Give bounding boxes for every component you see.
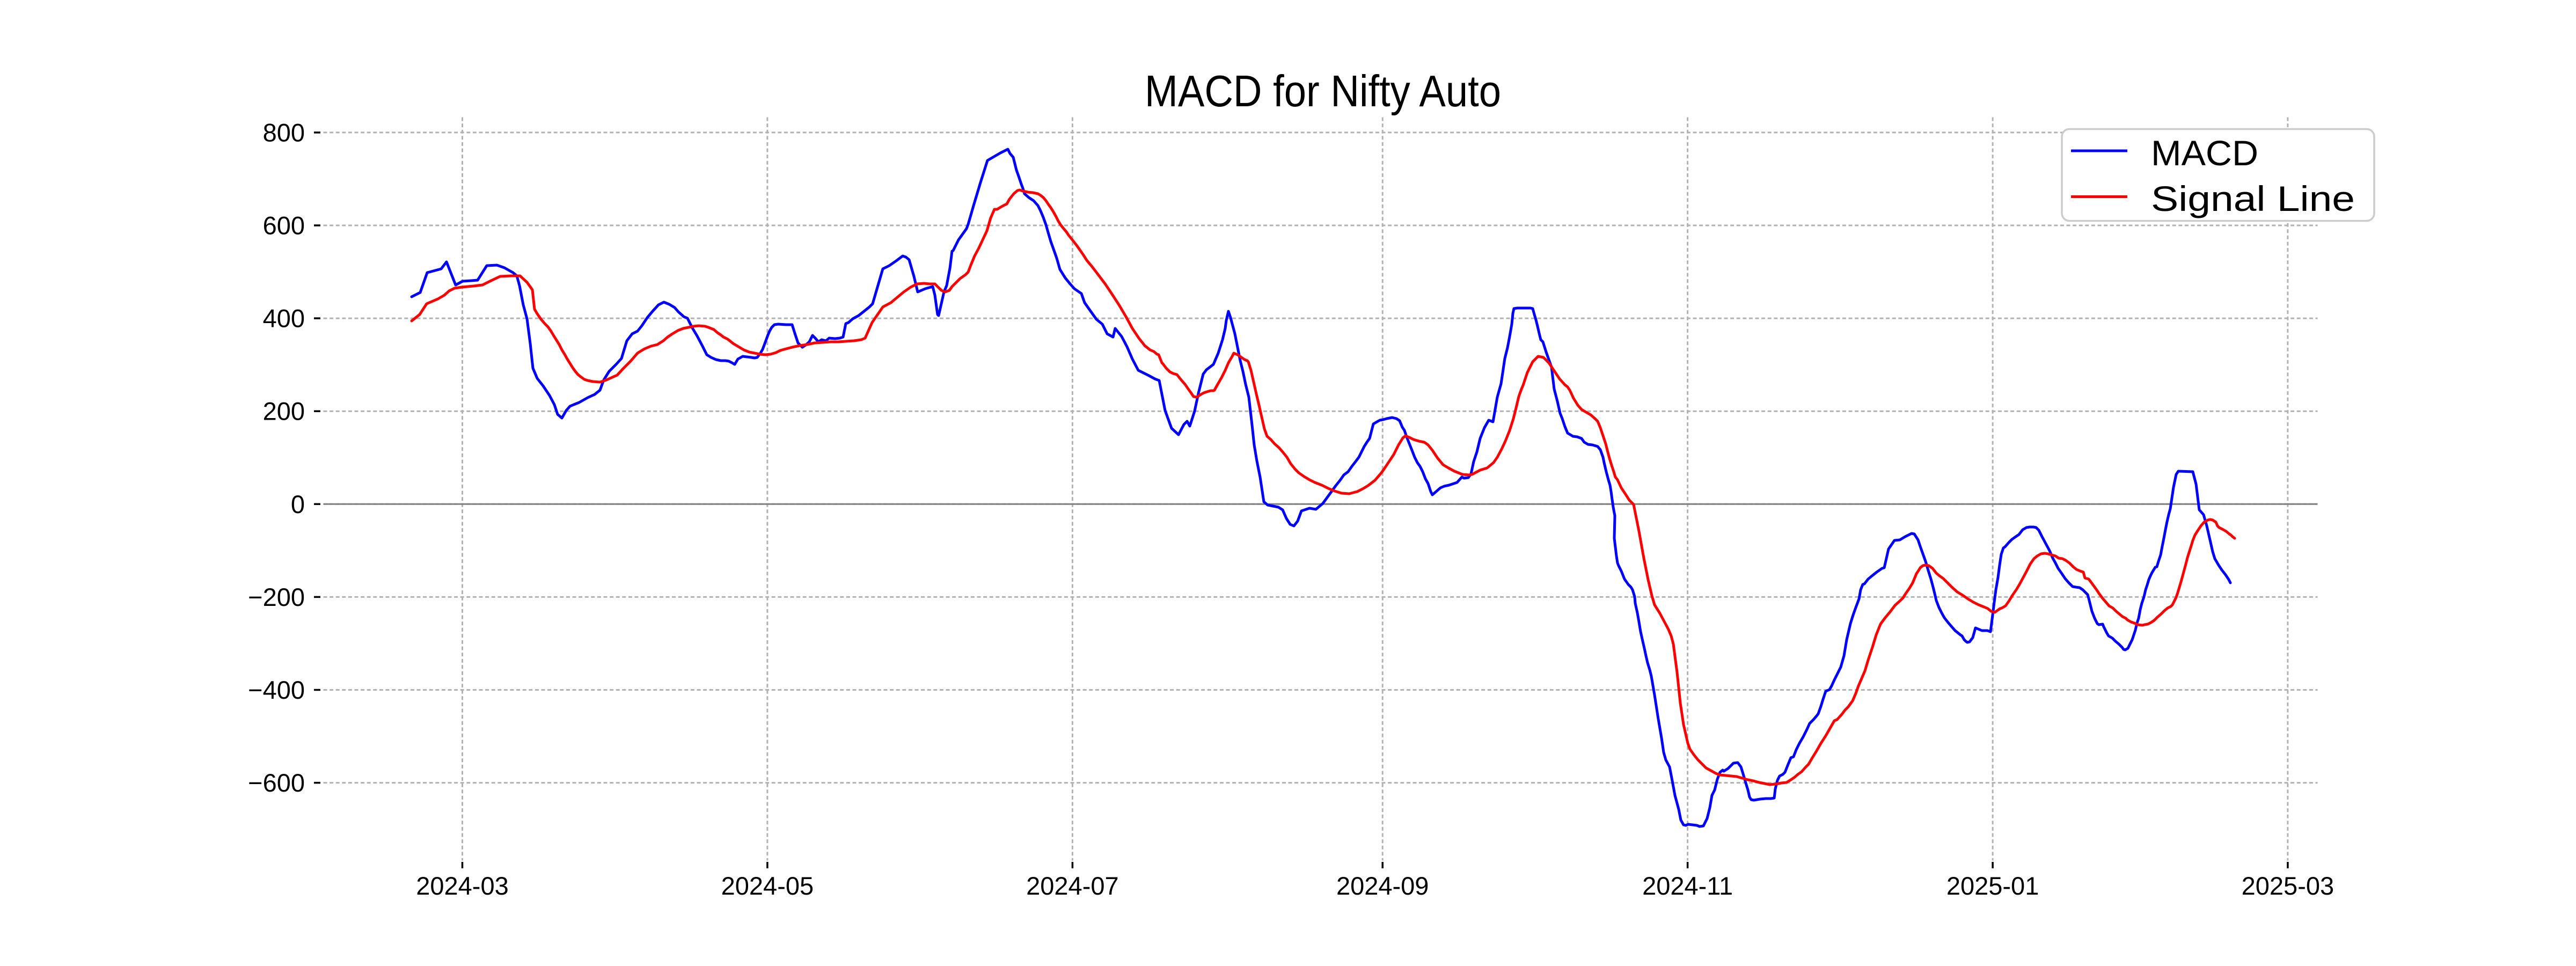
svg-text:MACD: MACD [2151,133,2258,173]
svg-text:0: 0 [291,490,305,518]
svg-text:2024-05: 2024-05 [721,872,814,900]
svg-text:2024-07: 2024-07 [1026,872,1119,900]
svg-text:600: 600 [263,211,305,240]
svg-text:−200: −200 [248,583,305,611]
svg-text:2024-03: 2024-03 [416,872,509,900]
svg-text:400: 400 [263,304,305,333]
svg-text:200: 200 [263,397,305,426]
svg-text:MACD for Nifty Auto: MACD for Nifty Auto [1145,66,1501,116]
svg-text:2025-01: 2025-01 [1946,872,2039,900]
svg-text:−400: −400 [248,676,305,704]
svg-text:−600: −600 [248,769,305,797]
svg-text:2024-09: 2024-09 [1336,872,1429,900]
svg-text:2025-03: 2025-03 [2242,872,2334,900]
svg-text:Signal Line: Signal Line [2151,179,2355,218]
svg-text:2024-11: 2024-11 [1642,872,1733,900]
svg-text:800: 800 [263,118,305,147]
